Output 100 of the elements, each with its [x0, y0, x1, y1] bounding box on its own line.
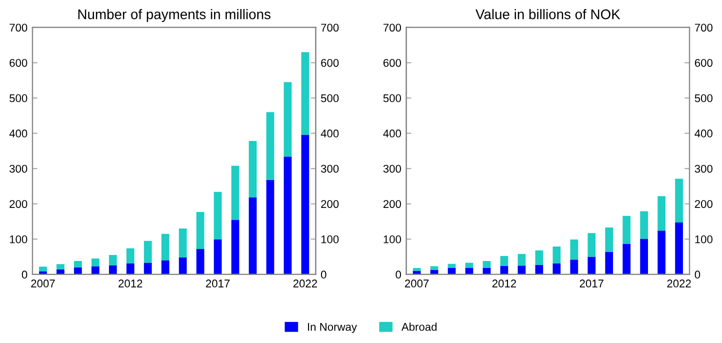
y-tick-label: 600 — [10, 58, 28, 67]
bar — [535, 264, 544, 274]
x-tick-label: 2022 — [293, 280, 317, 288]
bar — [161, 234, 170, 260]
bar — [640, 238, 648, 274]
bar — [161, 260, 170, 274]
y-tick-label: 600 — [383, 58, 402, 67]
chart-title: Number of payments in millions — [78, 9, 270, 22]
x-tick-label: 2022 — [667, 280, 691, 288]
bar — [214, 192, 222, 240]
x-tick-label: 2012 — [118, 280, 142, 288]
bar — [266, 180, 274, 274]
y2-tick-label: 0 — [694, 270, 700, 279]
bar — [552, 246, 561, 264]
bar — [248, 197, 257, 274]
bar — [231, 220, 240, 274]
bar — [605, 252, 614, 274]
bar — [482, 268, 491, 274]
bar — [588, 233, 596, 257]
bar — [658, 230, 666, 274]
y-tick-label: 400 — [9, 130, 28, 138]
y2-tick-label: 500 — [694, 94, 712, 102]
bar — [56, 264, 64, 270]
bar — [622, 216, 631, 244]
y-tick-label: 500 — [10, 94, 28, 102]
bar — [266, 112, 274, 180]
bar — [39, 271, 47, 274]
y-tick-label: 200 — [383, 200, 402, 208]
bar — [248, 141, 257, 198]
y2-tick-label: 400 — [320, 130, 339, 138]
y-tick-label: 700 — [383, 24, 402, 32]
y2-tick-label: 400 — [694, 130, 712, 138]
bar — [500, 256, 508, 266]
legend-label: Abroad — [401, 322, 437, 331]
y-tick-label: 0 — [396, 270, 402, 279]
bar — [91, 266, 100, 274]
bar — [74, 260, 82, 268]
x-tick-label: 2007 — [31, 280, 55, 288]
y2-tick-label: 100 — [695, 235, 712, 244]
bar — [552, 263, 561, 274]
bar — [178, 257, 187, 274]
bar — [144, 240, 152, 263]
bar — [196, 212, 204, 249]
bar — [430, 266, 438, 270]
bar — [448, 264, 456, 268]
y-tick-label: 400 — [383, 130, 402, 138]
bar — [570, 260, 578, 274]
x-tick-label: 2017 — [580, 280, 604, 288]
bar — [658, 196, 666, 231]
y2-tick-label: 600 — [321, 58, 339, 67]
bar — [448, 268, 456, 274]
bar — [126, 248, 134, 264]
y-tick-label: 0 — [22, 270, 28, 279]
bar — [214, 239, 222, 274]
y-tick-label: 700 — [10, 24, 28, 32]
bar — [518, 266, 526, 274]
x-tick-label: 2012 — [492, 280, 516, 288]
y2-tick-label: 300 — [694, 164, 712, 173]
bar — [605, 227, 614, 252]
x-tick-label: 2007 — [405, 280, 429, 288]
bar — [412, 268, 421, 271]
y-tick-label: 200 — [10, 200, 28, 208]
y2-tick-label: 200 — [321, 200, 339, 208]
x-tick-label: 2017 — [206, 280, 230, 288]
bar — [588, 256, 596, 274]
bar — [284, 82, 292, 157]
bar — [535, 250, 544, 265]
bar — [144, 262, 152, 274]
bar — [108, 254, 117, 266]
bar — [108, 265, 117, 274]
y2-tick-label: 0 — [320, 270, 326, 279]
y-tick-label: 100 — [10, 235, 28, 244]
bar — [301, 52, 310, 135]
chart-title: Value in billions of NOK — [476, 9, 620, 20]
y2-tick-label: 700 — [694, 24, 712, 32]
bar — [482, 260, 491, 268]
y-tick-label: 100 — [384, 235, 402, 244]
bar — [570, 239, 578, 260]
bar — [675, 178, 683, 223]
bar — [518, 254, 526, 266]
y-tick-label: 500 — [383, 94, 402, 102]
bar — [640, 211, 648, 239]
y-tick-label: 300 — [10, 164, 28, 173]
y2-tick-label: 300 — [320, 164, 339, 173]
bar — [622, 244, 631, 274]
y2-tick-label: 700 — [321, 24, 339, 32]
bar — [196, 249, 204, 274]
bar — [39, 266, 47, 272]
y-tick-label: 300 — [383, 164, 402, 173]
y2-tick-label: 500 — [320, 94, 339, 102]
bar — [231, 166, 240, 220]
bar — [91, 258, 100, 266]
bar — [178, 228, 187, 258]
y2-tick-label: 100 — [321, 235, 339, 244]
y2-tick-label: 200 — [694, 200, 712, 208]
bar — [675, 222, 683, 274]
legend-label: In Norway — [308, 323, 357, 333]
bar — [284, 156, 292, 274]
bar — [465, 268, 474, 274]
bar — [301, 134, 310, 274]
